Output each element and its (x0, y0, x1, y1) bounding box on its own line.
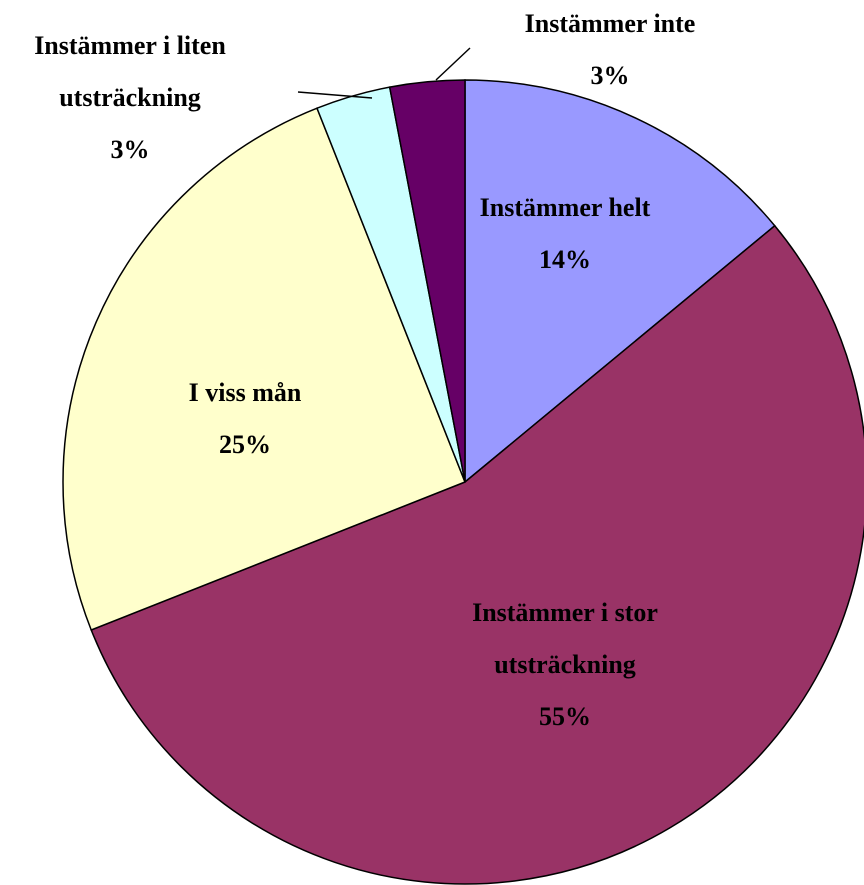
leader-line (297, 91, 373, 99)
pie-slice (62, 107, 466, 631)
slice-value-label: 3% (111, 135, 150, 164)
slice-label: I viss mån (189, 378, 302, 407)
pie-slice (464, 79, 776, 484)
slice-label: Instämmer i stor utsträckning (472, 598, 658, 679)
slice-label: Instämmer inte (525, 9, 696, 38)
slice-value-label: 25% (219, 430, 271, 459)
slice-value-label: 14% (539, 245, 591, 274)
pie-slice (90, 224, 864, 885)
leader-line (435, 47, 471, 81)
slice-label: Instämmer i liten utsträckning (34, 31, 226, 112)
slice-value-label: 55% (539, 702, 591, 731)
slice-value-label: 3% (591, 61, 630, 90)
slice-label: Instämmer helt (480, 193, 651, 222)
pie-slice (388, 79, 466, 483)
